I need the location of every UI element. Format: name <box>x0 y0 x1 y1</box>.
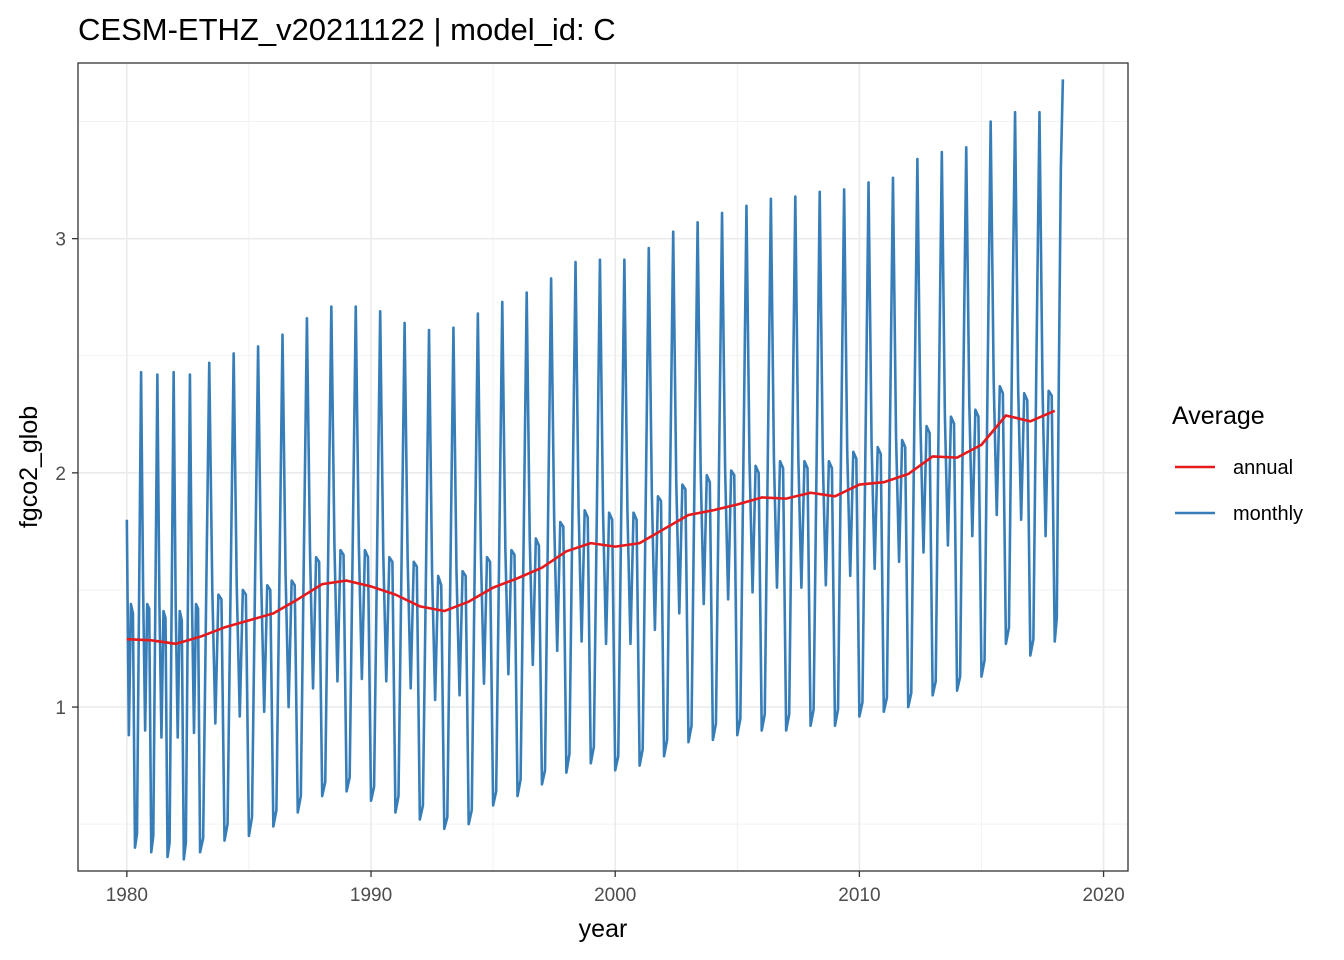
x-tick-label: 1990 <box>350 885 392 906</box>
x-tick-label: 1980 <box>106 885 148 906</box>
panel-border <box>77 62 1129 872</box>
y-axis: 1 2 3 <box>55 230 78 719</box>
series-line-monthly <box>125 79 1065 861</box>
grid-major <box>78 63 1128 871</box>
legend: Average annual monthly <box>1172 402 1303 525</box>
grid-minor <box>78 63 1128 871</box>
legend-label-monthly: monthly <box>1233 503 1303 525</box>
y-axis-title: fgco2_glob <box>15 406 43 528</box>
x-axis-title: year <box>579 915 628 943</box>
series-layer <box>125 79 1065 861</box>
y-tick-label: 1 <box>55 698 66 719</box>
legend-title: Average <box>1172 402 1265 430</box>
x-axis: 1980 1990 2000 2010 2020 <box>106 871 1125 906</box>
legend-entries: annual monthly <box>1175 457 1303 525</box>
chart-title: CESM-ETHZ_v20211122 | model_id: C <box>78 12 616 47</box>
plot-area <box>77 62 1129 872</box>
y-tick-label: 3 <box>55 230 66 251</box>
x-tick-label: 2020 <box>1082 885 1124 906</box>
y-tick-label: 2 <box>55 464 66 485</box>
x-tick-label: 2010 <box>838 885 880 906</box>
series-line-annual <box>126 409 1056 646</box>
legend-label-annual: annual <box>1233 457 1293 479</box>
x-tick-label: 2000 <box>594 885 636 906</box>
